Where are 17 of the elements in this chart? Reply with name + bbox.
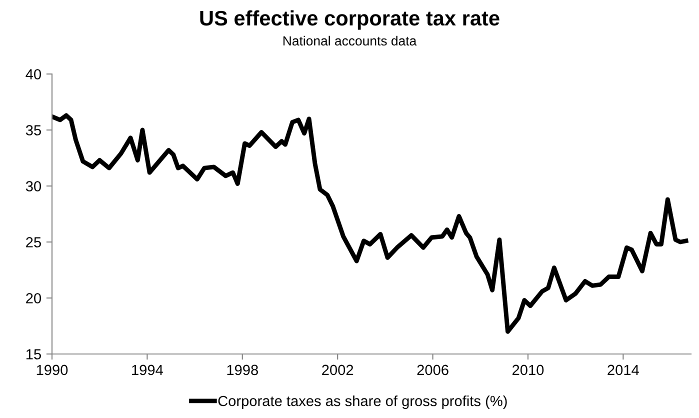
x-tick-label: 2002 xyxy=(322,364,354,376)
y-tick-label: 35 xyxy=(26,125,41,136)
y-tick-label: 40 xyxy=(26,69,42,80)
x-tick-label: 2006 xyxy=(417,364,448,376)
x-tick-label: 1994 xyxy=(132,364,163,376)
y-tick-label: 25 xyxy=(26,237,41,248)
y-tick-label: 15 xyxy=(26,349,41,360)
x-tick-label: 1990 xyxy=(36,364,68,376)
x-tick-label: 2014 xyxy=(608,364,639,376)
line-series xyxy=(52,113,688,334)
legend-label: Corporate taxes as share of gross profits (%) xyxy=(218,395,507,410)
x-tick-label: 2010 xyxy=(512,364,544,376)
y-tick-label: 20 xyxy=(26,293,42,304)
y-tick-label: 30 xyxy=(26,181,42,192)
x-tick-label: 1998 xyxy=(227,364,258,376)
chart-subtitle: National accounts data xyxy=(283,36,417,46)
chart-title: US effective corporate tax rate xyxy=(200,10,500,30)
